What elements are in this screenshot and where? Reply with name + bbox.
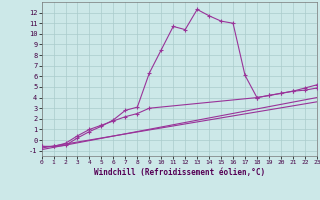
X-axis label: Windchill (Refroidissement éolien,°C): Windchill (Refroidissement éolien,°C)	[94, 168, 265, 177]
